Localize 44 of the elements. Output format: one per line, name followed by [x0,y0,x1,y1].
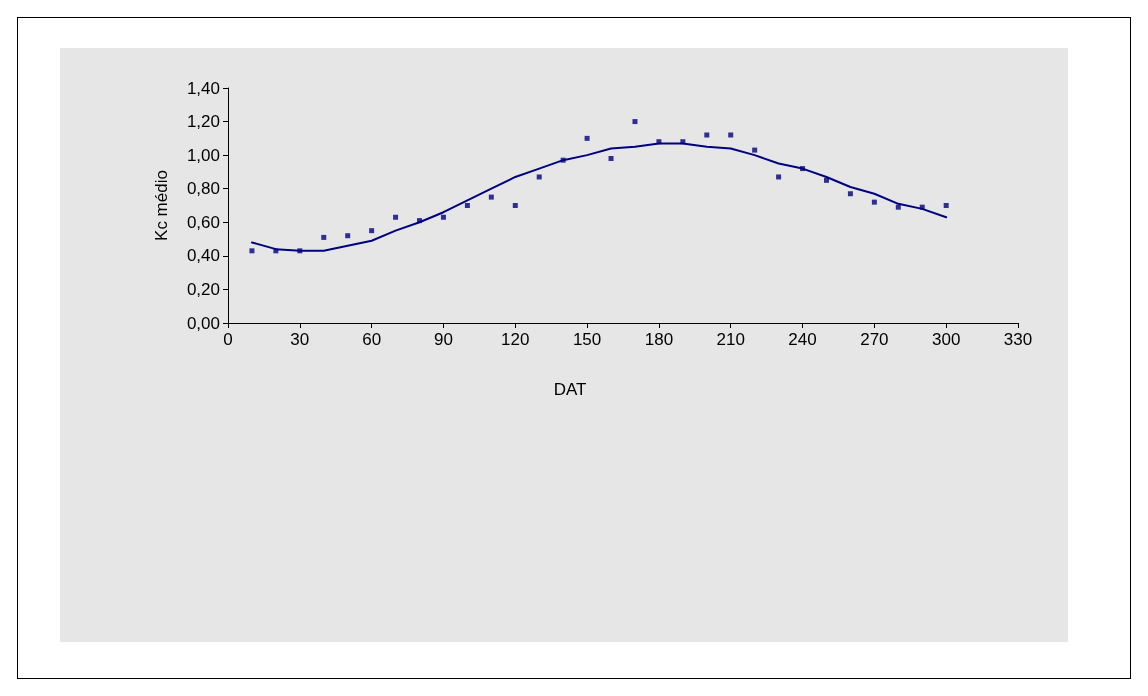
x-tick-label: 150 [572,330,602,349]
point [943,203,949,208]
x-tick-label: 120 [501,330,530,349]
x-tick-label: 0 [223,330,233,349]
point [369,228,375,234]
point [871,199,877,205]
point [488,194,494,200]
point [752,147,758,153]
y-tick-label: 0,20 [186,279,220,299]
point [345,233,351,239]
point [823,177,829,183]
y-tick-label: 1,40 [186,78,220,98]
point [393,214,399,220]
y-tick-label: 1,20 [186,112,220,132]
x-tick-label: 300 [931,330,961,349]
point [464,203,470,208]
x-tick-label: 270 [860,330,889,349]
point [776,174,782,180]
point [895,204,901,210]
point [632,119,638,125]
point [249,248,255,254]
point [440,214,446,220]
point [847,191,853,197]
x-axis-title: DAT [553,380,587,399]
point [704,132,710,138]
y-tick-label: 1,00 [186,145,220,165]
x-tick-label: 330 [1003,330,1033,349]
point [536,174,542,180]
x-tick-label: 90 [433,330,453,349]
point [584,135,590,141]
point [728,132,734,138]
x-tick-label: 30 [290,330,310,349]
y-tick-label: 0,60 [186,212,220,232]
y-tick-label: 0,00 [186,313,220,333]
y-tick-label: 0,40 [186,246,220,266]
x-tick-label: 240 [788,330,817,349]
point [512,203,518,208]
point [608,156,614,161]
point [321,234,327,240]
y-tick-label: 0,80 [186,179,220,199]
x-tick-label: 60 [362,330,382,349]
x-tick-label: 210 [716,330,745,349]
y-axis-title: Kc médio [152,170,171,241]
x-tick-label: 180 [644,330,674,349]
